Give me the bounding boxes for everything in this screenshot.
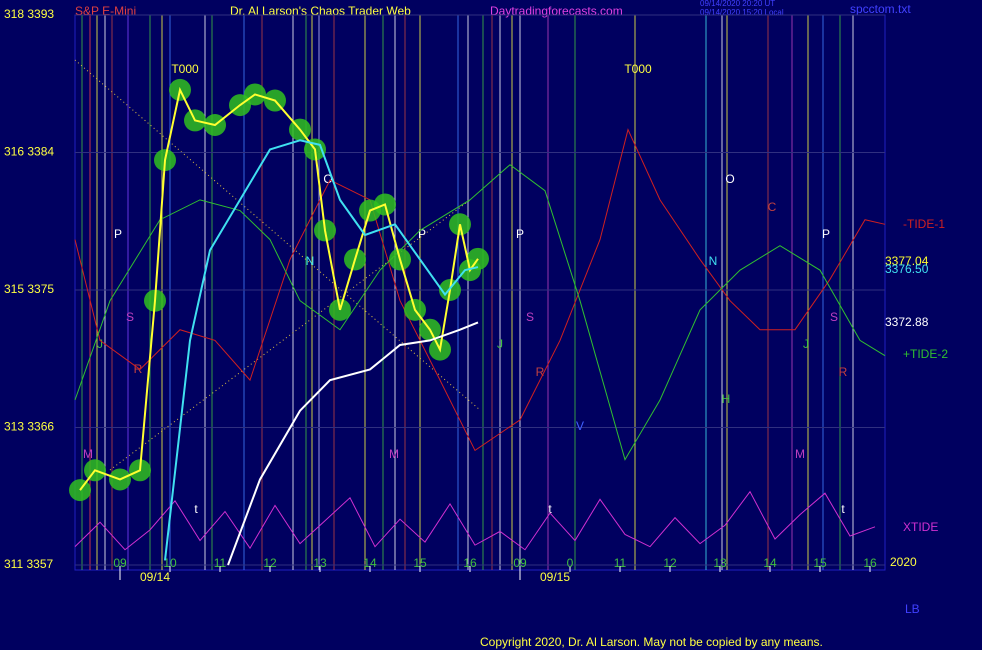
y-tick-label: 318 3393 <box>4 7 54 21</box>
year: 2020 <box>890 555 917 569</box>
annotation: N <box>306 254 315 268</box>
annotation: S <box>830 310 838 324</box>
chart-title: Dr. Al Larson's Chaos Trader Web <box>230 4 411 18</box>
annotation: t <box>841 502 845 516</box>
annotation: O <box>725 172 734 186</box>
x-tick-label: 16 <box>863 556 877 570</box>
annotation: P <box>516 227 524 241</box>
series-line <box>74 128 886 452</box>
last-value-label: 3372.88 <box>885 315 929 329</box>
last-value-label: 3376.50 <box>885 262 929 276</box>
x-tick-label: 14 <box>363 556 377 570</box>
x-tick-label: 13 <box>713 556 727 570</box>
annotation: R <box>839 365 848 379</box>
legend-label: -TIDE-1 <box>903 217 945 231</box>
x-tick-label: 16 <box>463 556 477 570</box>
annotation: J <box>497 337 503 351</box>
instrument: S&P E-Mini <box>75 4 136 18</box>
annotation: N <box>709 254 718 268</box>
x-tick-label: 10 <box>163 556 177 570</box>
legend-label: XTIDE <box>903 520 938 534</box>
annotation: R <box>134 362 143 376</box>
legend-label: +TIDE-2 <box>903 347 948 361</box>
x-tick-label: 11 <box>614 556 627 570</box>
x-tick-label: 14 <box>763 556 777 570</box>
copyright: Copyright 2020, Dr. Al Larson. May not b… <box>480 635 823 649</box>
annotation: H <box>722 392 731 406</box>
annotation: P <box>114 227 122 241</box>
annotation: O <box>323 172 332 186</box>
annotation: S <box>526 310 534 324</box>
annotation: J <box>803 337 809 351</box>
annotation: T000 <box>171 62 199 76</box>
x-tick-label: 11 <box>214 556 227 570</box>
annotation: R <box>536 365 545 379</box>
y-tick-label: 316 3384 <box>4 145 54 159</box>
y-tick-label: 315 3375 <box>4 282 54 296</box>
timestamp: 09/14/2020 20:20 UT <box>700 0 775 8</box>
series-line <box>74 164 886 461</box>
annotation: S <box>126 310 134 324</box>
annotation: M <box>83 447 93 461</box>
series-line <box>79 86 479 491</box>
series-line <box>164 139 479 561</box>
date-label: 09/14 <box>140 570 170 584</box>
x-tick-label: 09 <box>513 556 527 570</box>
annotation: t <box>548 502 552 516</box>
trend-line <box>109 199 471 471</box>
y-tick-label: 313 3366 <box>4 420 54 434</box>
x-tick-label: 15 <box>813 556 827 570</box>
x-tick-label: 12 <box>263 556 277 570</box>
site: Daytradingforecasts.com <box>490 4 623 18</box>
annotation: V <box>576 419 584 433</box>
series-line <box>227 321 479 566</box>
annotation: M <box>795 447 805 461</box>
annotation: T000 <box>624 62 652 76</box>
x-tick-label: 13 <box>313 556 327 570</box>
corner-note: LB <box>905 602 920 616</box>
date-label: 09/15 <box>540 570 570 584</box>
file-name: spcctom.txt <box>850 2 911 16</box>
x-tick-label: 15 <box>413 556 427 570</box>
x-tick-label: 09 <box>113 556 127 570</box>
annotation: J <box>97 337 103 351</box>
x-tick-label: 0 <box>567 556 574 570</box>
x-tick-label: 12 <box>663 556 677 570</box>
y-tick-label: 311 3357 <box>4 557 53 571</box>
series-line <box>74 490 876 551</box>
annotation: M <box>389 447 399 461</box>
last-value-label: 3377.04 <box>885 254 929 268</box>
annotation: P <box>418 227 426 241</box>
annotation: P <box>822 227 830 241</box>
annotation: C <box>768 200 777 214</box>
timestamp: 09/14/2020 15:20 Local <box>700 8 784 17</box>
annotation: t <box>194 502 198 516</box>
